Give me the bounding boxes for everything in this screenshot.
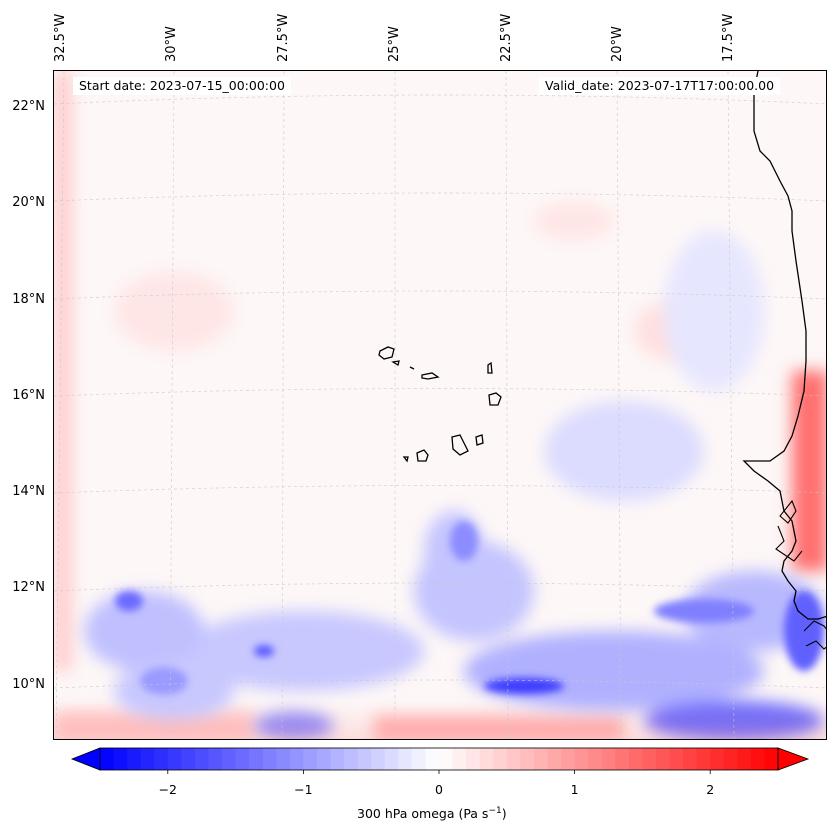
colorbar-segment (479, 748, 494, 770)
colorbar-segment (466, 748, 481, 770)
cape-verde-islands (378, 346, 502, 463)
lon-label-30w: 30°W (164, 26, 179, 62)
colorbar-segment (181, 748, 196, 770)
colorbar-segment (100, 748, 115, 770)
colorbar-segment (330, 748, 345, 770)
start-date-label: Start date: 2023-07-15_00:00:00 (73, 77, 291, 95)
colorbar-segment (384, 748, 399, 770)
colorbar-segment (547, 748, 562, 770)
colorbar-segment (289, 748, 304, 770)
lat-label-22n: 22°N (12, 99, 45, 114)
colorbar-label-exponent: −1 (488, 806, 502, 816)
colorbar-segment (167, 748, 182, 770)
colorbar-segment (262, 748, 277, 770)
negative-omega-regions (84, 231, 824, 739)
colorbar-segment (561, 748, 576, 770)
africa-coastline (742, 71, 826, 620)
colorbar-segment (669, 748, 684, 770)
colorbar-segment (344, 748, 359, 770)
colorbar-segment (222, 748, 237, 770)
lon-label-27-5w: 27.5°W (276, 13, 291, 62)
colorbar-segment (655, 748, 671, 770)
colorbar-segment (696, 748, 711, 770)
colorbar-segment (208, 748, 223, 770)
colorbar-segment (439, 748, 454, 770)
colorbar (70, 747, 810, 774)
coastline-detail (775, 499, 826, 650)
lat-label-12n: 12°N (12, 580, 45, 595)
cbar-tick-minus1: −1 (294, 782, 313, 797)
colorbar-segment (764, 748, 779, 770)
colorbar-label-suffix: ) (501, 806, 507, 822)
colorbar-segment (750, 748, 766, 770)
lat-label-16n: 16°N (12, 388, 45, 403)
cbar-tick-minus2: −2 (158, 782, 178, 797)
colorbar-segment (276, 748, 291, 770)
colorbar-segment (493, 748, 508, 770)
cbar-tick-2: 2 (706, 782, 715, 797)
colorbar-segment (127, 748, 142, 770)
colorbar-segment (628, 748, 643, 770)
colorbar-segment (411, 748, 427, 770)
lon-label-17-5w: 17.5°W (721, 13, 736, 62)
lat-label-20n: 20°N (12, 195, 45, 210)
omega-field (54, 71, 826, 739)
colorbar-segment (154, 748, 169, 770)
lat-label-14n: 14°N (12, 484, 45, 499)
colorbar-segment (371, 748, 386, 770)
colorbar-segment (533, 748, 549, 770)
cbar-tick-0: 0 (435, 782, 443, 797)
lon-label-32-5w: 32.5°W (53, 13, 68, 62)
lon-label-22-5w: 22.5°W (499, 13, 514, 62)
colorbar-segment (683, 748, 698, 770)
lon-label-20w: 20°W (610, 26, 625, 62)
colorbar-segment (452, 748, 467, 770)
colorbar-extend-low (70, 747, 101, 771)
lon-label-25w: 25°W (387, 26, 402, 62)
colorbar-segment (357, 748, 372, 770)
colorbar-segment (710, 748, 725, 770)
colorbar-segment (425, 748, 440, 770)
lat-label-18n: 18°N (12, 292, 45, 307)
colorbar-segment (140, 748, 155, 770)
colorbar-segment (249, 748, 264, 770)
colorbar-segment (642, 748, 657, 770)
cbar-tick-1: 1 (570, 782, 579, 797)
colorbar-segment (601, 748, 616, 770)
colorbar-segment (723, 748, 738, 770)
colorbar-segment (303, 748, 318, 770)
colorbar-segment (574, 748, 589, 770)
colorbar-segment (316, 748, 332, 770)
colorbar-segment (506, 748, 521, 770)
colorbar-extend-high (777, 747, 810, 771)
colorbar-label: 300 hPa omega (Pa s−1) (357, 806, 507, 821)
colorbar-segment (235, 748, 250, 770)
map-panel (53, 70, 827, 740)
colorbar-segment (588, 748, 603, 770)
colorbar-segment (113, 748, 128, 770)
lat-label-10n: 10°N (12, 677, 45, 692)
valid-date-label: Valid_date: 2023-07-17T17:00:00.00 (539, 77, 781, 95)
colorbar-label-prefix: 300 hPa omega (Pa s (357, 806, 489, 822)
gridlines (54, 71, 826, 739)
colorbar-segment (520, 748, 535, 770)
colorbar-segment (398, 748, 413, 770)
colorbar-segment (194, 748, 210, 770)
colorbar-segment (615, 748, 630, 770)
colorbar-segment (737, 748, 752, 770)
